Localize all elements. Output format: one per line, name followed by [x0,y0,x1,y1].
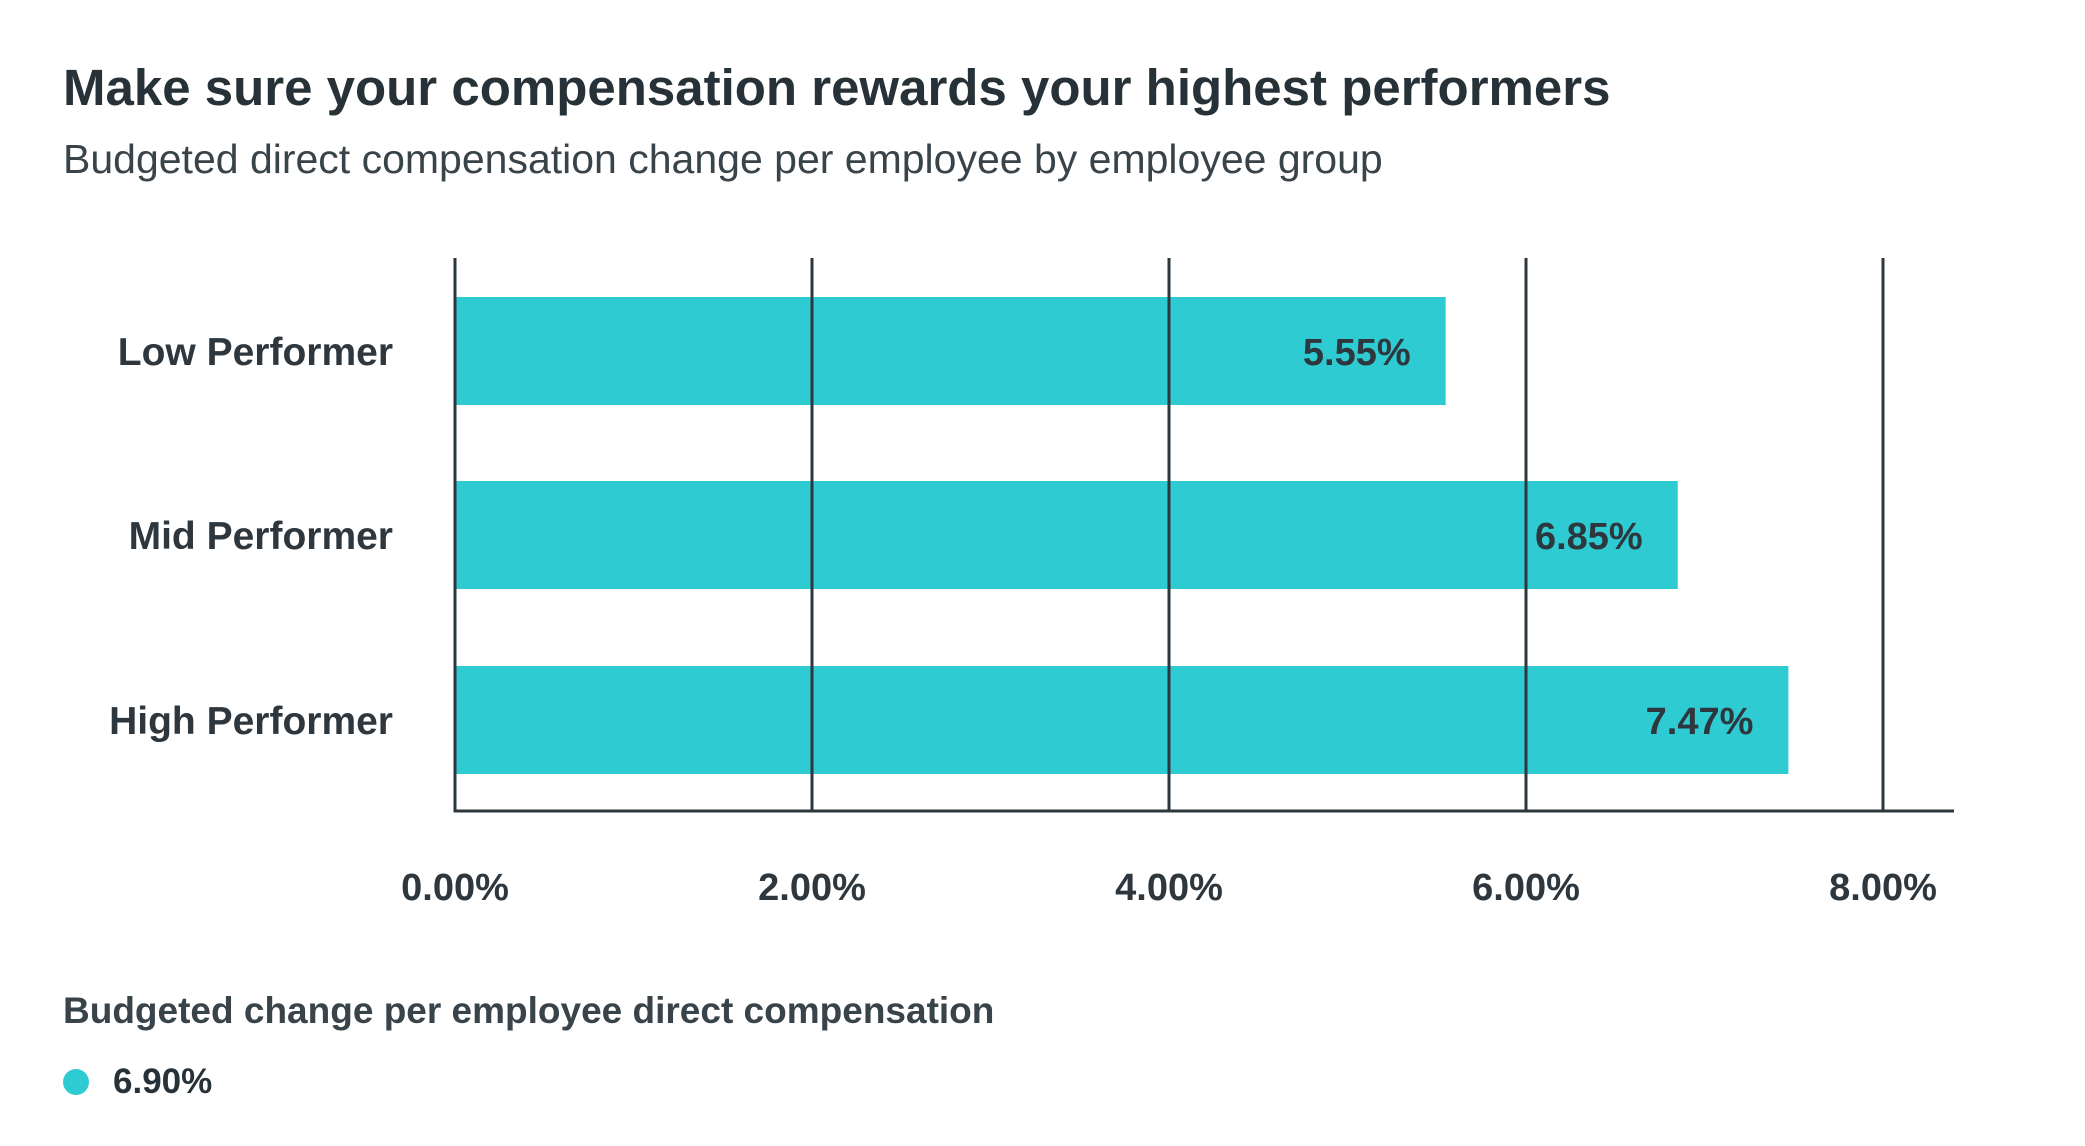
legend-value: 6.90% [113,1062,213,1101]
data-label: 5.55% [1303,332,1411,374]
legend-title: Budgeted change per employee direct comp… [63,990,995,1031]
x-tick-label: 2.00% [758,867,866,909]
data-label: 7.47% [1646,701,1754,743]
data-label: 6.85% [1535,516,1643,558]
legend-item: 6.90% [63,1062,212,1102]
chart-title: Make sure your compensation rewards your… [63,59,1611,116]
bar-mid-performer [455,481,1678,589]
category-label: Low Performer [118,331,393,374]
bar-high-performer [455,666,1789,774]
legend-dot-icon [63,1069,89,1095]
bar-chart: 5.55% 6.85% 7.47% Low Performer Mid Performe… [109,258,1954,909]
x-tick-label: 6.00% [1472,867,1580,909]
category-label: High Performer [109,700,393,743]
category-label: Mid Performer [129,515,393,558]
x-tick-label: 4.00% [1115,867,1223,909]
chart-subtitle: Budgeted direct compensation change per … [63,136,1383,182]
bar-low-performer [455,297,1446,405]
x-tick-label: 0.00% [401,867,509,909]
x-tick-label: 8.00% [1829,867,1937,909]
